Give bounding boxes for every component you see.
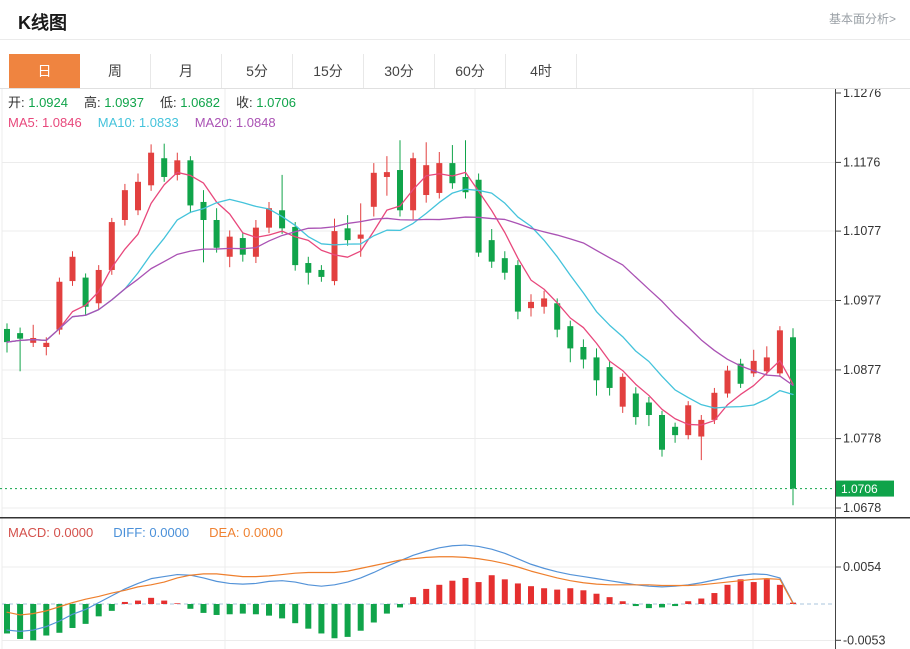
page-header: K线图 基本面分析> <box>0 0 910 40</box>
tab-5分[interactable]: 5分 <box>222 54 293 88</box>
period-tabbar: 日周月 5分 15分 30分 60分 4时 <box>0 54 910 89</box>
ohlc-legend-row: 开: 1.0924 高: 1.0937 低: 1.0682 收: 1.0706 <box>8 93 312 113</box>
axis-tick-label: 1.0778 <box>843 432 881 446</box>
kline-legend: 开: 1.0924 高: 1.0937 低: 1.0682 收: 1.0706 MA5… <box>8 93 312 133</box>
axis-tick-label: 1.0877 <box>843 363 881 377</box>
ma10-label: MA10: <box>97 115 139 130</box>
macd-label: MACD: <box>8 525 54 540</box>
diff-label: DIFF: <box>113 525 150 540</box>
macd-legend-item: MACD: 0.0000 <box>8 525 93 540</box>
open-value: 1.0924 <box>28 95 68 110</box>
tab-15分[interactable]: 15分 <box>293 54 364 88</box>
ma20-value: 1.0848 <box>235 115 276 130</box>
tab-周[interactable]: 周 <box>80 54 151 88</box>
macd-legend-row: MACD: 0.0000 DIFF: 0.0000 DEA: 0.0000 <box>8 525 303 540</box>
axis-tick-label: -0.0053 <box>843 633 885 647</box>
ma5-line <box>6 171 794 426</box>
close-label: 收: <box>236 95 257 110</box>
dea-line <box>6 556 794 616</box>
axis-tick-label: 1.1176 <box>843 155 880 169</box>
low-value: 1.0682 <box>180 95 220 110</box>
macd-histogram <box>4 575 796 641</box>
close-value: 1.0706 <box>256 95 296 110</box>
tab-月[interactable]: 月 <box>151 54 222 88</box>
ma10-value: 1.0833 <box>138 115 179 130</box>
axis-tick-label: 1.0977 <box>843 294 881 308</box>
tab-日[interactable]: 日 <box>9 54 80 88</box>
close-legend-item: 收: 1.0706 <box>236 95 296 110</box>
page-title: K线图 <box>18 13 67 33</box>
dea-value: 0.0000 <box>243 525 283 540</box>
ma5-label: MA5: <box>8 115 42 130</box>
low-legend-item: 低: 1.0682 <box>160 95 220 110</box>
axis-tick-label: 1.0678 <box>843 501 881 515</box>
tab-30分[interactable]: 30分 <box>364 54 435 88</box>
last-price-badge-value: 1.0706 <box>841 482 878 496</box>
ma20-legend-item: MA20: 1.0848 <box>195 115 276 130</box>
axis-tick-label: 1.1276 <box>843 86 881 100</box>
last-price-badge <box>836 480 894 497</box>
axis-tick-label: 0.0054 <box>843 560 881 574</box>
ma5-legend-item: MA5: 1.0846 <box>8 115 82 130</box>
dea-label: DEA: <box>209 525 244 540</box>
high-label: 高: <box>84 95 105 110</box>
ma-legend-row: MA5: 1.0846 MA10: 1.0833 MA20: 1.0848 <box>8 113 312 133</box>
ma10-legend-item: MA10: 1.0833 <box>98 115 179 130</box>
diff-line <box>6 544 794 633</box>
high-legend-item: 高: 1.0937 <box>84 95 144 110</box>
low-label: 低: <box>160 95 181 110</box>
tab-4时[interactable]: 4时 <box>506 54 577 88</box>
diff-legend-item: DIFF: 0.0000 <box>113 525 189 540</box>
macd-value: 0.0000 <box>53 525 94 540</box>
ma10-line <box>6 188 794 409</box>
tab-60分[interactable]: 60分 <box>435 54 506 88</box>
open-legend-item: 开: 1.0924 <box>8 95 68 110</box>
axis-tick-label: 1.1077 <box>843 224 881 238</box>
high-value: 1.0937 <box>104 95 144 110</box>
ma20-label: MA20: <box>194 115 236 130</box>
fundamental-analysis-link[interactable]: 基本面分析> <box>828 12 896 26</box>
ma20-line <box>6 216 794 387</box>
diff-value: 0.0000 <box>149 525 190 540</box>
ma5-value: 1.0846 <box>41 115 82 130</box>
candles-layer <box>4 140 796 506</box>
open-label: 开: <box>8 95 29 110</box>
dea-legend-item: DEA: 0.0000 <box>209 525 283 540</box>
